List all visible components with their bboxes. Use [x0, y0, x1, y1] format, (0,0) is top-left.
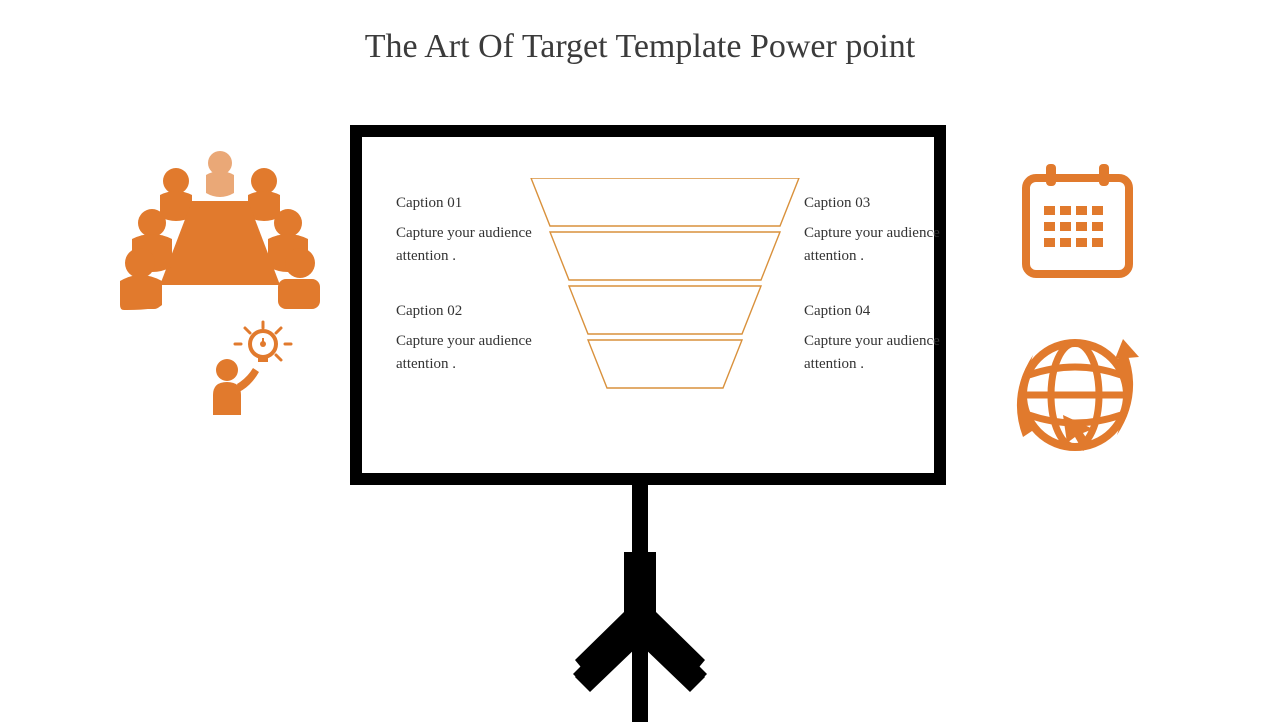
- funnel-segment: [588, 340, 742, 388]
- page-title: The Art Of Target Template Power point: [0, 28, 1280, 66]
- funnel-segment: [569, 286, 761, 334]
- caption-01: Caption 01 Capture your audience attenti…: [396, 195, 536, 267]
- idea-person-icon: [205, 320, 295, 420]
- monitor-stand-base: [555, 552, 725, 722]
- calendar-icon: [1020, 160, 1135, 285]
- caption-03: Caption 03 Capture your audience attenti…: [804, 195, 944, 267]
- caption-title: Caption 01: [396, 195, 536, 212]
- caption-title: Caption 04: [804, 303, 944, 320]
- funnel-diagram: [525, 178, 805, 398]
- funnel-segment: [531, 178, 799, 226]
- caption-body: Capture your audience attention .: [396, 330, 536, 375]
- caption-02: Caption 02 Capture your audience attenti…: [396, 303, 536, 375]
- caption-04: Caption 04 Capture your audience attenti…: [804, 303, 944, 375]
- caption-body: Capture your audience attention .: [396, 222, 536, 267]
- meeting-icon: [120, 145, 320, 315]
- caption-title: Caption 03: [804, 195, 944, 212]
- caption-body: Capture your audience attention .: [804, 222, 944, 267]
- caption-title: Caption 02: [396, 303, 536, 320]
- globe-arrow-icon: [1005, 325, 1145, 470]
- caption-body: Capture your audience attention .: [804, 330, 944, 375]
- funnel-segment: [550, 232, 780, 280]
